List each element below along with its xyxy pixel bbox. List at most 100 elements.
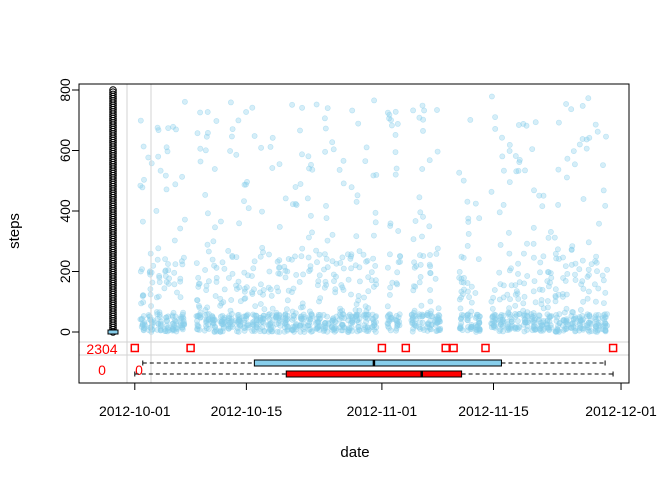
data-point	[213, 274, 220, 281]
data-point	[413, 263, 420, 269]
data-point	[304, 195, 311, 202]
data-point	[369, 324, 376, 330]
data-point	[172, 261, 179, 268]
data-point	[492, 317, 499, 324]
data-point	[300, 271, 306, 278]
data-point	[459, 327, 466, 333]
data-point	[387, 327, 394, 334]
data-point	[432, 275, 439, 282]
data-point	[162, 256, 168, 262]
data-point	[164, 148, 171, 155]
data-point	[355, 292, 362, 299]
data-point	[409, 320, 416, 327]
data-point	[172, 181, 179, 188]
data-point	[488, 93, 495, 100]
data-point	[386, 251, 393, 258]
data-point	[412, 283, 419, 290]
data-point	[261, 306, 268, 313]
data-point	[266, 311, 273, 317]
data-point	[269, 305, 276, 312]
data-point	[419, 166, 426, 172]
data-point	[397, 258, 403, 265]
data-point	[261, 328, 268, 335]
data-point	[250, 265, 257, 272]
data-point	[364, 315, 371, 322]
data-point	[174, 289, 180, 296]
data-point	[276, 161, 283, 167]
data-point	[361, 326, 367, 333]
data-point	[421, 107, 427, 114]
data-point	[361, 294, 367, 301]
data-point	[181, 216, 188, 223]
data-point	[594, 328, 600, 335]
data-point	[141, 319, 148, 326]
data-point	[410, 107, 416, 114]
data-point	[139, 320, 146, 327]
data-point	[578, 281, 585, 288]
data-point	[392, 108, 399, 115]
data-point	[585, 239, 592, 246]
data-point	[321, 266, 327, 273]
data-point	[595, 315, 602, 322]
y-tick-label: 800	[57, 78, 73, 102]
data-point	[347, 255, 354, 262]
data-point	[212, 224, 218, 231]
data-point	[499, 153, 506, 160]
data-point	[417, 209, 424, 216]
data-point	[301, 329, 308, 335]
data-point	[256, 325, 263, 332]
data-point	[599, 272, 606, 279]
data-point	[564, 174, 570, 181]
data-point	[531, 187, 537, 194]
data-point	[427, 298, 434, 305]
data-point	[504, 319, 511, 325]
data-point	[282, 195, 289, 202]
data-point	[476, 215, 483, 222]
data-point	[139, 218, 146, 225]
missing-count-date: 0	[135, 362, 143, 378]
data-point	[600, 162, 606, 168]
data-point	[225, 247, 232, 254]
data-point	[577, 322, 583, 328]
data-point	[354, 328, 361, 335]
data-point	[276, 311, 283, 318]
data-point	[276, 257, 283, 264]
scatter-points	[137, 93, 610, 335]
data-point	[352, 307, 359, 313]
data-point	[496, 328, 503, 335]
data-point	[156, 314, 163, 320]
data-point	[329, 327, 336, 333]
data-point	[584, 295, 591, 302]
data-point	[556, 311, 563, 317]
data-point	[204, 241, 211, 248]
data-point	[331, 278, 337, 284]
data-point	[473, 311, 480, 318]
box-iqr	[285, 370, 463, 378]
data-point	[109, 88, 117, 96]
data-point	[363, 258, 369, 265]
data-point	[154, 326, 161, 333]
data-point	[492, 323, 499, 330]
data-point	[340, 180, 347, 187]
data-point	[570, 148, 577, 154]
data-point	[515, 318, 521, 324]
data-point	[531, 254, 537, 261]
data-point	[419, 102, 426, 109]
data-point	[353, 301, 360, 308]
data-point	[560, 254, 566, 261]
data-point	[354, 316, 361, 323]
data-point	[530, 288, 537, 295]
data-point	[211, 166, 218, 172]
data-point	[229, 254, 236, 260]
data-point	[368, 277, 375, 284]
x-axis-label: date	[340, 444, 369, 461]
data-point	[197, 109, 203, 116]
data-point	[586, 328, 593, 335]
data-point	[213, 118, 220, 124]
x-tick-label: 2012-11-15	[458, 403, 529, 419]
data-point	[323, 281, 330, 288]
data-point	[202, 147, 209, 154]
data-point	[419, 233, 425, 240]
data-point	[372, 328, 379, 335]
data-point	[339, 307, 345, 314]
